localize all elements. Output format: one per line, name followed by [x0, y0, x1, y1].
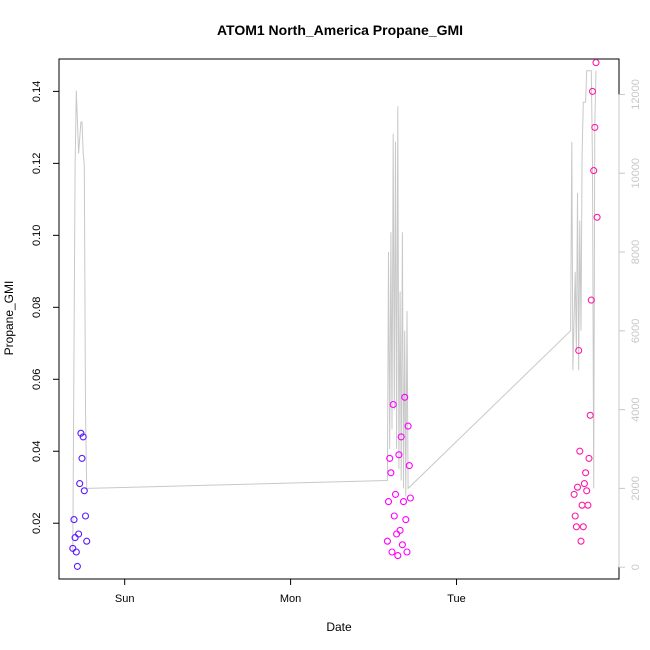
data-point-series-1	[81, 512, 90, 520]
data-point-series-2	[387, 469, 395, 477]
altitude-layer	[72, 70, 597, 552]
data-point-series-2	[399, 498, 408, 506]
points-layer	[69, 59, 601, 570]
x-tick-label: Sun	[115, 593, 135, 605]
data-point-series-1	[78, 454, 86, 462]
data-point-series-3	[588, 87, 597, 95]
data-point-series-1	[79, 433, 87, 441]
data-point-series-1	[69, 544, 77, 552]
data-point-series-3	[577, 537, 585, 545]
y-tick-label: 0.10	[31, 225, 43, 246]
data-point-series-3	[572, 523, 580, 531]
data-point-series-3	[593, 213, 601, 221]
x-axis-label: Date	[326, 620, 352, 634]
y-tick-label: 0.08	[31, 297, 43, 318]
data-point-series-3	[587, 296, 595, 304]
data-point-series-1	[83, 537, 91, 545]
data-point-series-3	[580, 480, 588, 488]
y-tick-label: 0.12	[31, 153, 43, 174]
data-point-series-1	[72, 548, 80, 556]
y2-tick-label: 0	[630, 564, 642, 570]
y-axis-label: Propane_GMI	[2, 281, 16, 356]
data-point-series-3	[585, 454, 593, 462]
y2-tick-label: 10000	[630, 158, 642, 189]
data-point-series-2	[403, 548, 411, 556]
data-point-series-2	[394, 552, 402, 560]
axes-layer: Sun Mon Tue 0.02 0.04 0.06 0.08 0.10 0.12 0.14 0 20…	[31, 79, 642, 605]
data-point-series-2	[390, 512, 398, 520]
data-point-series-3	[573, 483, 582, 491]
data-point-series-1	[75, 530, 83, 538]
data-point-series-2	[397, 433, 405, 441]
plot-frame	[58, 58, 620, 580]
data-point-series-2	[389, 400, 397, 409]
y-tick-label: 0.06	[31, 369, 43, 390]
data-point-series-2	[388, 548, 396, 556]
data-point-series-1	[76, 480, 84, 488]
x-tick-label: Mon	[280, 593, 301, 605]
data-point-series-1	[73, 562, 81, 570]
data-point-series-2	[386, 454, 394, 462]
data-point-series-3	[590, 167, 598, 175]
data-point-series-3	[592, 59, 600, 67]
y-tick-label: 0.04	[31, 441, 43, 462]
y-tick-label: 0.02	[31, 513, 43, 534]
data-point-series-1	[70, 516, 78, 524]
data-point-series-2	[405, 462, 413, 470]
data-point-series-2	[393, 530, 401, 538]
data-point-series-2	[383, 537, 391, 545]
data-point-series-3	[586, 411, 594, 419]
data-point-series-2	[402, 516, 410, 524]
data-point-series-3	[570, 490, 578, 498]
data-point-series-3	[584, 501, 592, 509]
data-point-series-2	[384, 498, 393, 506]
y2-tick-label: 4000	[630, 397, 642, 421]
data-point-series-3	[583, 487, 591, 495]
data-point-series-2	[404, 422, 412, 430]
data-point-series-3	[591, 123, 599, 131]
y2-tick-label: 2000	[630, 476, 642, 500]
y-tick-label: 0.14	[31, 81, 43, 102]
data-point-series-3	[576, 447, 584, 455]
y2-tick-label: 6000	[630, 319, 642, 343]
data-point-series-1	[77, 429, 85, 437]
data-point-series-2	[396, 526, 404, 534]
y2-tick-label: 12000	[630, 79, 642, 110]
data-point-series-2	[406, 494, 414, 502]
data-point-series-2	[398, 541, 406, 549]
data-point-series-2	[401, 393, 409, 401]
y2-tick-label: 8000	[630, 240, 642, 264]
data-point-series-2	[391, 490, 400, 498]
data-point-series-1	[80, 487, 88, 495]
data-point-series-3	[571, 512, 579, 520]
data-point-series-3	[578, 501, 586, 509]
x-tick-label: Tue	[447, 593, 466, 605]
data-point-series-3	[579, 523, 587, 531]
chart-title: ATOM1 North_America Propane_GMI	[217, 22, 463, 38]
data-point-series-1	[71, 534, 79, 542]
altitude-line	[72, 70, 597, 552]
data-point-series-3	[575, 346, 583, 355]
data-point-series-2	[395, 451, 403, 459]
data-point-series-3	[582, 469, 590, 477]
